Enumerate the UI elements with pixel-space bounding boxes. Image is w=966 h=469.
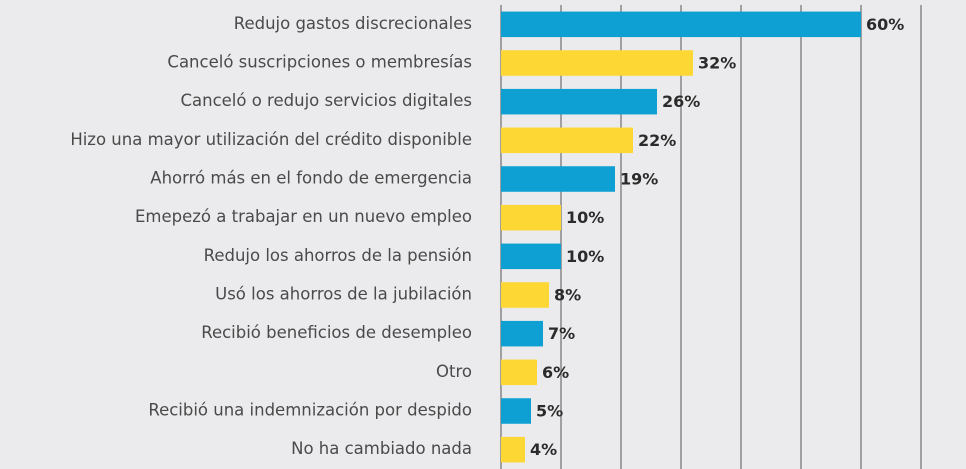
bar (501, 436, 525, 463)
bar (501, 204, 561, 231)
bar (501, 320, 543, 347)
category-label: No ha cambiado nada (291, 439, 472, 458)
category-label: Canceló o redujo servicios digitales (180, 91, 472, 110)
bar (501, 11, 861, 38)
category-label: Ahorró más en el fondo de emergencia (150, 169, 472, 188)
bar (501, 359, 537, 386)
category-label: Otro (436, 362, 472, 381)
value-label: 7% (548, 324, 575, 343)
value-label: 10% (566, 247, 604, 266)
bar (501, 127, 633, 154)
category-label: Redujo gastos discrecionales (234, 14, 472, 33)
bar (501, 88, 657, 115)
category-label: Recibió una indemnización por despido (148, 401, 472, 420)
category-label: Hizo una mayor utilización del crédito d… (70, 130, 472, 149)
value-label: 6% (542, 363, 569, 382)
bar (501, 166, 615, 192)
bar (501, 282, 549, 308)
category-label: Usó los ahorros de la jubilación (215, 285, 472, 304)
value-label: 32% (698, 54, 736, 73)
category-label: Recibió beneficios de desempleo (201, 323, 472, 342)
value-label: 19% (620, 170, 658, 189)
bar (501, 398, 531, 424)
category-label: Redujo los ahorros de la pensión (204, 246, 472, 265)
value-label: 8% (554, 286, 581, 305)
value-label: 10% (566, 208, 604, 227)
value-label: 60% (866, 15, 904, 34)
category-label: Canceló suscripciones o membresías (167, 53, 472, 72)
bar (501, 243, 561, 270)
value-label: 4% (530, 440, 557, 459)
value-label: 5% (536, 402, 563, 421)
bar (501, 50, 693, 76)
value-label: 22% (638, 131, 676, 150)
category-label: Emepezó a trabajar en un nuevo empleo (135, 207, 472, 226)
value-label: 26% (662, 92, 700, 111)
